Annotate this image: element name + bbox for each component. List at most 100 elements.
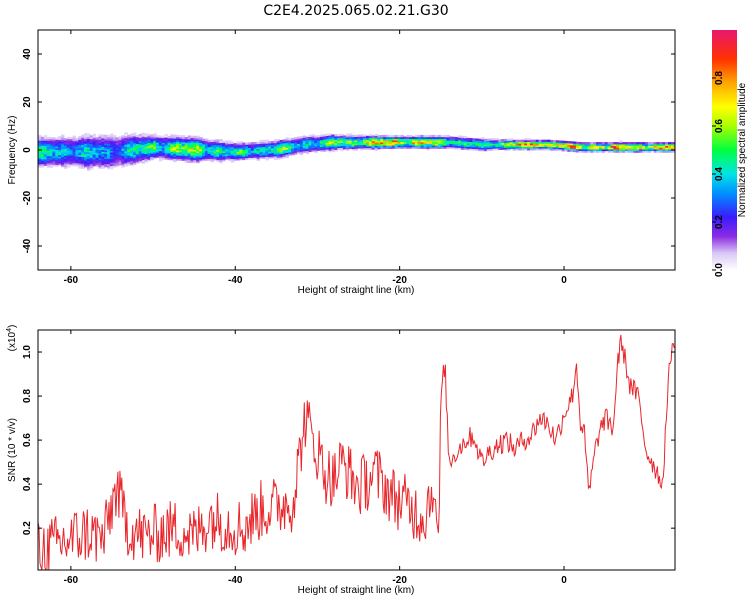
heatmap-cell — [78, 159, 82, 162]
heatmap-cell — [302, 140, 307, 143]
heatmap-cell — [155, 155, 160, 158]
heatmap-cell — [109, 160, 114, 163]
heatmap-cell — [84, 156, 88, 159]
heatmap-cell — [242, 152, 246, 155]
heatmap-cell — [334, 135, 338, 139]
heatmap-cell — [354, 141, 358, 144]
heatmap-cell — [69, 143, 74, 146]
heatmap-cell — [86, 161, 91, 165]
heatmap-cell — [285, 145, 289, 148]
heatmap-cell — [107, 136, 111, 139]
heatmap-cell — [273, 155, 278, 159]
heatmap-cell — [412, 138, 416, 141]
heatmap-cell — [130, 143, 134, 146]
heatmap-cell — [501, 147, 505, 150]
heatmap-cell — [256, 143, 261, 146]
heatmap-cell — [184, 148, 189, 151]
heatmap-cell — [417, 145, 422, 148]
heatmap-cell — [52, 162, 56, 165]
heatmap-cell — [299, 137, 304, 141]
heatmap-cell — [538, 139, 543, 142]
heatmap-cell — [81, 161, 85, 164]
heatmap-cell — [308, 139, 312, 142]
heatmap-cell — [308, 134, 312, 137]
heatmap-cell — [443, 143, 448, 146]
heatmap-cell — [256, 141, 261, 145]
heatmap-cell — [43, 136, 48, 140]
heatmap-cell — [153, 150, 157, 153]
heatmap-cell — [529, 148, 534, 151]
heatmap-cell — [331, 146, 335, 149]
heatmap-cell — [155, 152, 160, 155]
heatmap-cell — [319, 141, 324, 144]
heatmap-cell — [78, 152, 82, 156]
heatmap-cell — [282, 139, 286, 142]
heatmap-cell — [153, 143, 157, 146]
heatmap-cell — [230, 153, 235, 156]
heatmap-cell — [322, 134, 327, 137]
heatmap-cell — [340, 138, 344, 142]
heatmap-cell — [374, 137, 379, 140]
heatmap-cell — [49, 152, 53, 155]
heatmap-cell — [317, 148, 321, 151]
heatmap-cell — [639, 150, 643, 153]
heatmap-cell — [259, 148, 263, 151]
heatmap-cell — [665, 147, 669, 150]
heatmap-cell — [409, 146, 413, 149]
heatmap-cell — [400, 143, 404, 146]
heatmap-cell — [380, 141, 384, 145]
heatmap-cell — [121, 160, 125, 163]
heatmap-cell — [193, 144, 197, 147]
heatmap-cell — [567, 147, 571, 151]
heatmap-cell — [75, 145, 79, 149]
heatmap-cell — [647, 150, 652, 153]
heatmap-cell — [305, 151, 309, 155]
heatmap-cell — [124, 149, 128, 152]
heatmap-cell — [363, 134, 367, 137]
heatmap-cell — [435, 141, 439, 144]
heatmap-cell — [222, 147, 226, 150]
heatmap-cell — [61, 134, 65, 137]
heatmap-cell — [547, 141, 551, 144]
heatmap-cell — [173, 148, 177, 151]
heatmap-cell — [199, 137, 203, 140]
heatmap-cell — [187, 160, 192, 163]
heatmap-cell — [170, 158, 174, 161]
heatmap-cell — [170, 139, 174, 142]
heatmap-cell — [55, 149, 59, 152]
heatmap-cell — [541, 148, 545, 151]
heatmap-cell — [210, 141, 215, 144]
heatmap-cell — [184, 160, 189, 163]
heatmap-cell — [216, 147, 220, 150]
heatmap-cell — [567, 149, 571, 152]
heatmap-cell — [135, 161, 140, 164]
heatmap-cell — [130, 163, 134, 167]
heatmap-cell — [492, 139, 496, 143]
heatmap-cell — [86, 158, 91, 161]
heatmap-cell — [268, 154, 272, 157]
heatmap-cell — [121, 143, 125, 146]
heatmap-cell — [541, 141, 545, 144]
heatmap-cell — [607, 145, 612, 148]
heatmap-cell — [202, 138, 206, 141]
heatmap-cell — [138, 142, 143, 145]
heatmap-cell — [458, 147, 462, 150]
heatmap-cell — [498, 144, 502, 147]
heatmap-cell — [78, 156, 82, 159]
heatmap-cell — [89, 160, 94, 163]
heatmap-cell — [40, 165, 45, 168]
heatmap-cell — [314, 135, 318, 138]
heatmap-cell — [66, 151, 71, 155]
heatmap-cell — [190, 155, 194, 159]
heatmap-cell — [127, 159, 131, 163]
heatmap-cell — [130, 162, 134, 165]
heatmap-cell — [423, 146, 427, 149]
heatmap-cell — [440, 143, 445, 146]
heatmap-cell — [155, 142, 160, 145]
heatmap-cell — [541, 143, 545, 146]
heatmap-cell — [55, 154, 59, 157]
heatmap-cell — [253, 152, 258, 155]
heatmap-cell — [322, 149, 327, 152]
heatmap-cell — [475, 148, 479, 151]
